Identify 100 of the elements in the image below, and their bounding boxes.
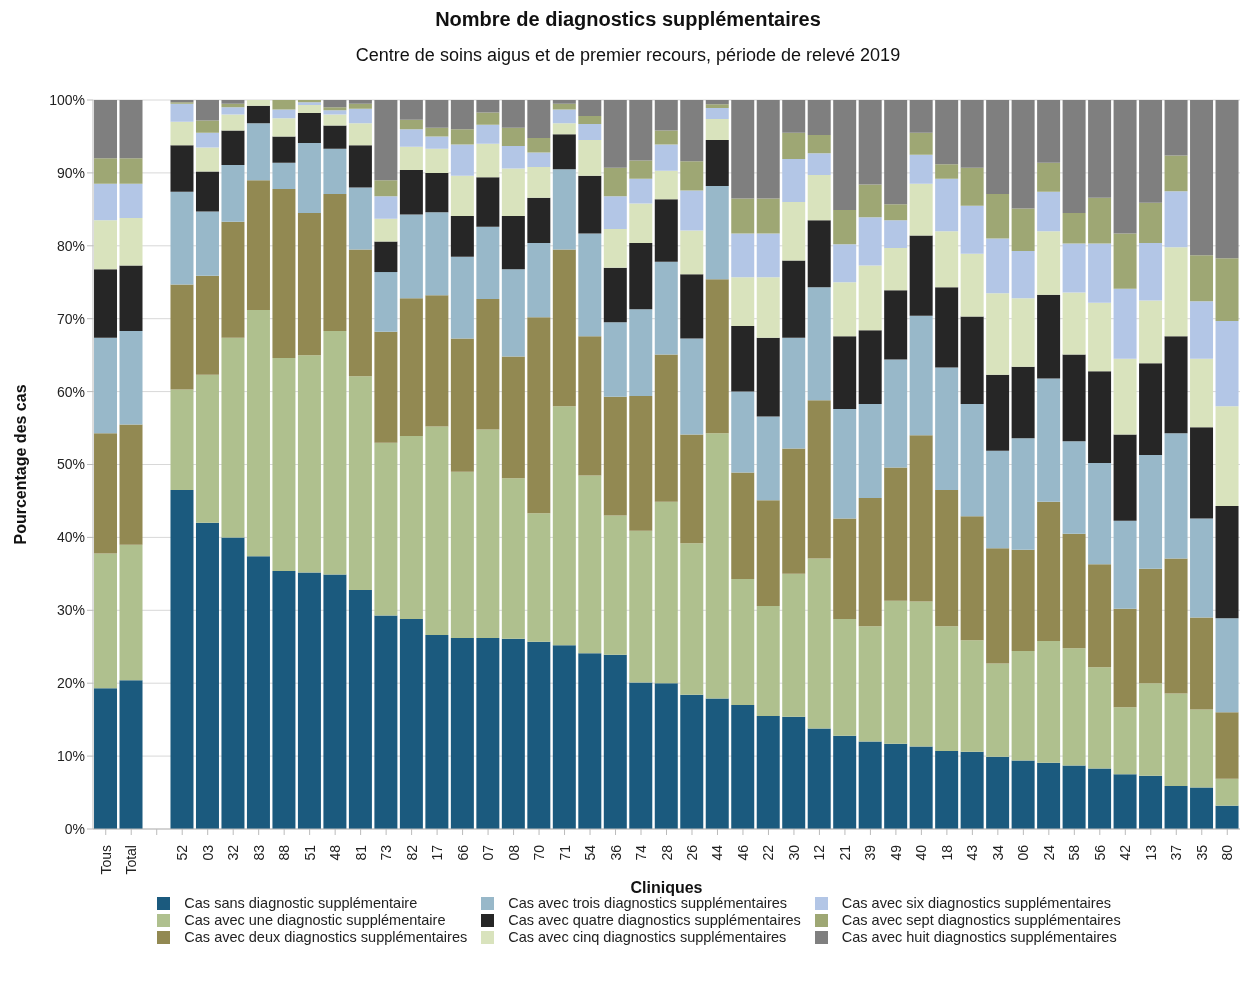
bar xyxy=(705,118,729,141)
bar xyxy=(323,574,347,829)
bar xyxy=(1011,651,1035,761)
bar xyxy=(807,400,831,559)
bar xyxy=(756,416,780,501)
bar xyxy=(654,144,678,171)
bar xyxy=(858,265,882,331)
bar xyxy=(807,134,831,154)
bar xyxy=(807,175,831,221)
bar xyxy=(680,100,704,162)
x-tick-label: 73 xyxy=(378,844,395,861)
bar xyxy=(807,100,831,135)
bar xyxy=(195,211,219,276)
bar xyxy=(374,442,398,616)
bar xyxy=(884,600,908,744)
bar xyxy=(960,253,984,317)
bar xyxy=(425,295,449,427)
bar xyxy=(782,260,806,338)
bar xyxy=(450,215,474,257)
x-tick-label: 17 xyxy=(429,844,446,861)
bar xyxy=(1139,683,1163,776)
bar xyxy=(884,290,908,360)
bar xyxy=(1113,707,1137,775)
bar xyxy=(1037,162,1061,192)
bar xyxy=(94,553,118,689)
bar xyxy=(578,336,602,476)
bar xyxy=(603,267,627,323)
bar xyxy=(986,100,1010,195)
bar xyxy=(833,282,857,337)
bar xyxy=(221,100,245,104)
bar xyxy=(221,164,245,222)
x-tick-label: 21 xyxy=(836,844,853,861)
x-tick-label: 70 xyxy=(531,844,548,861)
bar xyxy=(1088,667,1112,769)
bar xyxy=(94,337,118,434)
y-tick-label: 50% xyxy=(56,456,85,473)
x-tick-label: 46 xyxy=(734,844,751,861)
bar xyxy=(272,136,296,163)
bar xyxy=(1215,320,1239,407)
bar xyxy=(960,205,984,254)
bar xyxy=(680,338,704,435)
bar xyxy=(221,221,245,338)
bar xyxy=(323,148,347,195)
bar xyxy=(323,125,347,149)
bar xyxy=(986,663,1010,757)
bar xyxy=(297,355,321,573)
bar xyxy=(578,233,602,337)
bar xyxy=(935,367,959,491)
bar xyxy=(501,100,525,128)
bar xyxy=(1088,564,1112,668)
bar xyxy=(476,143,500,178)
x-tick-label: 07 xyxy=(480,844,497,861)
bar xyxy=(680,434,704,544)
bar xyxy=(476,124,500,144)
bar xyxy=(323,194,347,332)
bar xyxy=(170,103,194,122)
bar xyxy=(552,123,576,135)
bar xyxy=(833,244,857,283)
bar xyxy=(374,218,398,242)
x-tick-label: 80 xyxy=(1219,844,1236,861)
bar xyxy=(935,178,959,232)
bar xyxy=(884,204,908,221)
bar xyxy=(909,601,933,747)
bar xyxy=(1215,506,1239,619)
bar xyxy=(527,317,551,514)
x-tick-label: 88 xyxy=(276,844,293,861)
bar xyxy=(603,167,627,197)
bar xyxy=(756,500,780,606)
bar xyxy=(680,274,704,339)
bar xyxy=(195,100,219,121)
x-tick-label: 36 xyxy=(607,844,624,861)
bar xyxy=(323,100,347,108)
bar xyxy=(195,120,219,133)
bar xyxy=(986,238,1010,294)
bar xyxy=(476,112,500,125)
bar xyxy=(348,123,372,146)
bar xyxy=(348,589,372,829)
chart-title: Nombre de diagnostics supplémentaires xyxy=(434,8,822,31)
bar xyxy=(119,183,143,219)
bar xyxy=(705,100,729,105)
bar xyxy=(884,100,908,205)
bar xyxy=(1215,778,1239,806)
bar xyxy=(1113,100,1137,234)
bar xyxy=(1011,549,1035,652)
bar xyxy=(501,478,525,639)
bar xyxy=(476,177,500,227)
bar xyxy=(731,198,755,234)
bar xyxy=(221,337,245,538)
bar xyxy=(1062,292,1086,355)
bar xyxy=(731,100,755,199)
bar xyxy=(858,217,882,266)
bar xyxy=(833,518,857,620)
bar xyxy=(1088,100,1112,198)
bar xyxy=(960,640,984,752)
bar xyxy=(629,100,653,161)
bar xyxy=(960,100,984,168)
bar xyxy=(884,467,908,601)
bar xyxy=(1062,765,1086,829)
bar xyxy=(909,100,933,133)
bar xyxy=(1113,358,1137,435)
